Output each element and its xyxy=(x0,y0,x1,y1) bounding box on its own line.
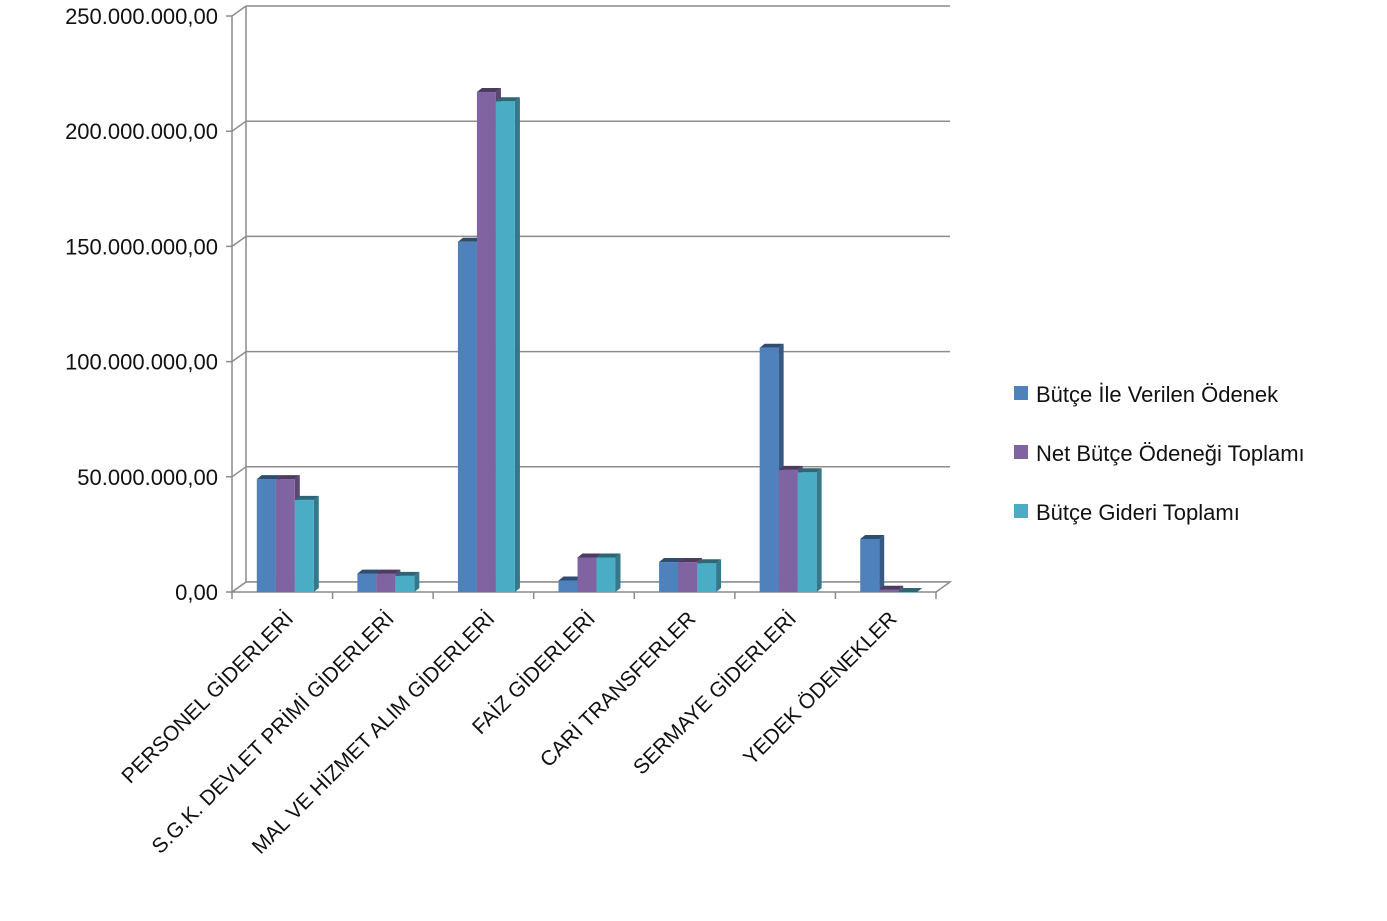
bar-top xyxy=(376,569,401,574)
legend-label: Bütçe İle Verilen Ödenek xyxy=(1036,382,1279,407)
bar-side xyxy=(716,559,722,592)
bar-front xyxy=(294,499,314,592)
bar-top xyxy=(898,588,923,592)
bar-front xyxy=(898,592,918,593)
bar-front xyxy=(659,562,679,592)
bar-top xyxy=(759,343,784,348)
y-tick-label: 0,00 xyxy=(175,580,218,605)
bar xyxy=(697,559,722,592)
bar-top xyxy=(457,237,482,242)
bar xyxy=(596,553,621,592)
bar-front xyxy=(457,241,477,593)
bar-top xyxy=(294,495,319,500)
bar-top xyxy=(678,558,703,563)
legend-label: Bütçe Gideri Toplamı xyxy=(1036,500,1240,525)
bars xyxy=(256,88,923,593)
bar xyxy=(860,535,885,592)
y-tick-label: 50.000.000,00 xyxy=(77,465,218,490)
bar-top xyxy=(357,569,382,574)
bar-front xyxy=(778,469,798,592)
bar xyxy=(898,588,923,593)
gridline-depth xyxy=(231,5,247,17)
bar-top xyxy=(476,88,501,93)
axes xyxy=(226,6,953,599)
bar-top xyxy=(879,585,904,590)
bar-top xyxy=(778,465,803,470)
bar-top xyxy=(275,475,300,480)
bar-side xyxy=(898,585,904,592)
bar-side xyxy=(514,97,520,593)
bar-front xyxy=(697,563,717,592)
legend-swatch xyxy=(1014,504,1028,518)
y-axis-tick-labels: 0,00 50.000.000,00 100.000.000,00 150.000.0… xyxy=(65,4,218,605)
gridline-depth xyxy=(231,350,247,363)
bar-top xyxy=(797,468,822,473)
bar-front xyxy=(577,557,597,592)
bar-front xyxy=(860,539,880,592)
bar-front xyxy=(558,580,578,592)
bar-top xyxy=(659,558,684,563)
legend-swatch xyxy=(1014,445,1028,459)
bar-front xyxy=(596,557,616,592)
bar-side xyxy=(816,468,822,592)
bar-side xyxy=(414,571,420,592)
bar-front xyxy=(376,573,396,592)
bar xyxy=(495,97,520,593)
bar-top xyxy=(577,553,602,558)
bar-front xyxy=(759,347,779,592)
y-tick-label: 150.000.000,00 xyxy=(65,234,218,259)
bar-front xyxy=(678,562,698,592)
legend-label: Net Bütçe Ödeneği Toplamı xyxy=(1036,441,1305,466)
y-tick-label: 250.000.000,00 xyxy=(65,4,218,29)
bar-front xyxy=(275,479,295,592)
bar-top xyxy=(495,97,520,102)
bar-side xyxy=(313,495,319,592)
bar-top xyxy=(395,571,420,576)
bar xyxy=(395,571,420,592)
bar xyxy=(879,585,904,592)
bar-top xyxy=(860,535,885,540)
legend: Bütçe İle Verilen Ödenek Net Bütçe Ödeneğ… xyxy=(1014,382,1305,525)
bar xyxy=(294,495,319,592)
x-tick-label: SERMAYE GİDERLERİ xyxy=(629,607,801,779)
bar-top xyxy=(558,576,583,581)
bar-front xyxy=(395,575,415,592)
bar-front xyxy=(879,589,899,592)
bar xyxy=(797,468,822,592)
bar-top xyxy=(697,559,722,564)
bar-front xyxy=(495,101,515,593)
bar-front xyxy=(256,479,276,592)
bar-front xyxy=(357,573,377,592)
bar-top xyxy=(256,475,281,480)
bar-top xyxy=(596,553,621,558)
bar-front xyxy=(797,472,817,592)
bar-side xyxy=(879,535,885,592)
bar-front xyxy=(476,92,496,593)
gridline-depth xyxy=(231,235,247,248)
bar-side xyxy=(615,553,621,592)
x-tick-label: PERSONEL GİDERLERİ xyxy=(117,607,298,788)
gridline-depth xyxy=(231,466,247,478)
y-tick-label: 100.000.000,00 xyxy=(65,350,218,375)
gridline-depth xyxy=(231,120,247,132)
gridlines xyxy=(231,5,950,593)
legend-swatch xyxy=(1014,386,1028,400)
y-tick-label: 200.000.000,00 xyxy=(65,119,218,144)
